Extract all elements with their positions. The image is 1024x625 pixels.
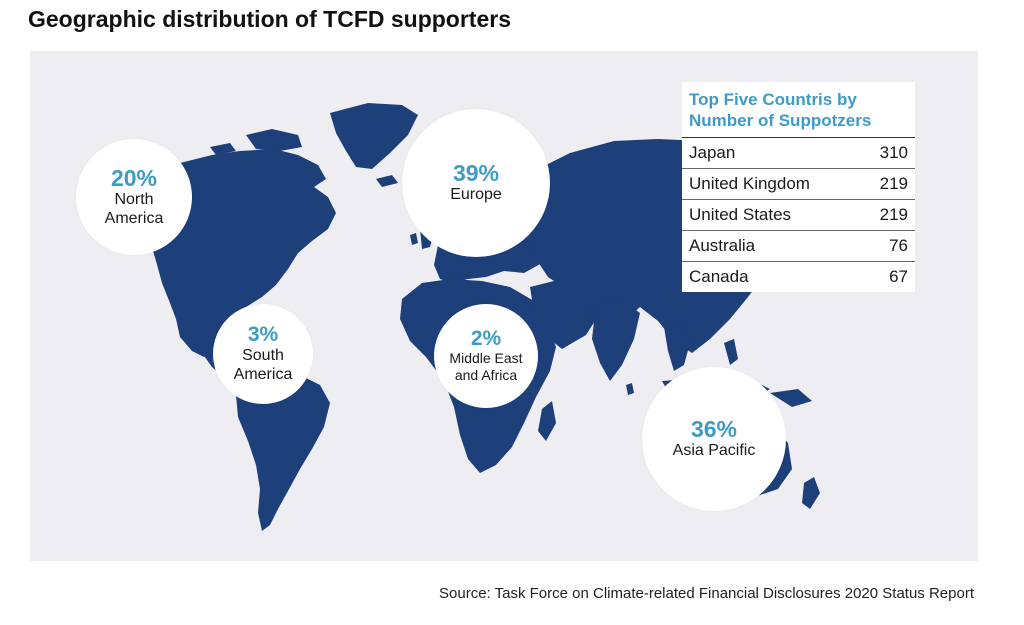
greenland-landmass <box>330 103 418 169</box>
arctic-islands-landmass <box>246 129 302 151</box>
region-bubble-south-america: 3% South America <box>213 304 313 404</box>
supporter-count: 76 <box>889 236 908 255</box>
table-row: Canada 67 <box>682 262 915 292</box>
source-note: Source: Task Force on Climate-related Fi… <box>439 585 974 602</box>
region-label: America <box>104 210 164 228</box>
country-name: United States <box>689 205 792 224</box>
region-bubble-middle-east-africa: 2% Middle East and Africa <box>434 304 538 408</box>
region-bubble-asia-pacific: 36% Asia Pacific <box>642 367 786 511</box>
top-countries-table: Top Five Countris by Number of Suppotzer… <box>682 82 915 292</box>
table-row: Australia 76 <box>682 231 915 262</box>
region-percent: 2% <box>470 327 502 351</box>
madagascar-landmass <box>538 401 556 441</box>
table-row: Japan 310 <box>682 138 915 169</box>
table-title-line: Top Five Countris by <box>689 90 857 109</box>
region-bubble-north-america: 20% North America <box>76 139 192 255</box>
india-landmass <box>592 301 640 381</box>
region-percent: 20% <box>110 164 158 191</box>
region-label: North <box>114 190 154 208</box>
region-label: Asia Pacific <box>672 442 756 460</box>
country-name: Australia <box>689 236 756 255</box>
supporter-count: 310 <box>879 143 908 162</box>
region-bubble-europe: 39% Europe <box>402 109 550 257</box>
new-zealand-landmass <box>802 477 820 509</box>
supporter-count: 219 <box>879 174 908 193</box>
region-percent: 3% <box>247 322 279 346</box>
region-label: Europe <box>450 186 502 204</box>
table-title-line: Number of Suppotzers <box>689 111 872 130</box>
supporter-count: 67 <box>889 267 908 286</box>
chart-title: Geographic distribution of TCFD supporte… <box>28 6 511 32</box>
region-percent: 36% <box>690 416 738 443</box>
north-america-landmass <box>150 149 336 357</box>
table-row: United Kingdom 219 <box>682 169 915 200</box>
table-row: United States 219 <box>682 200 915 231</box>
region-label: and Africa <box>454 367 518 384</box>
country-name: United Kingdom <box>689 174 810 193</box>
region-label: Middle East <box>449 350 523 367</box>
region-label: America <box>233 366 293 384</box>
table-title: Top Five Countris by Number of Suppotzer… <box>682 82 915 138</box>
region-label: South <box>242 346 284 364</box>
world-map-panel: 20% North America 39% Europe 3% South Am… <box>30 51 978 561</box>
country-name: Canada <box>689 267 749 286</box>
supporter-count: 219 <box>879 205 908 224</box>
region-percent: 39% <box>452 160 500 187</box>
south-america-landmass <box>236 365 330 531</box>
country-name: Japan <box>689 143 736 162</box>
